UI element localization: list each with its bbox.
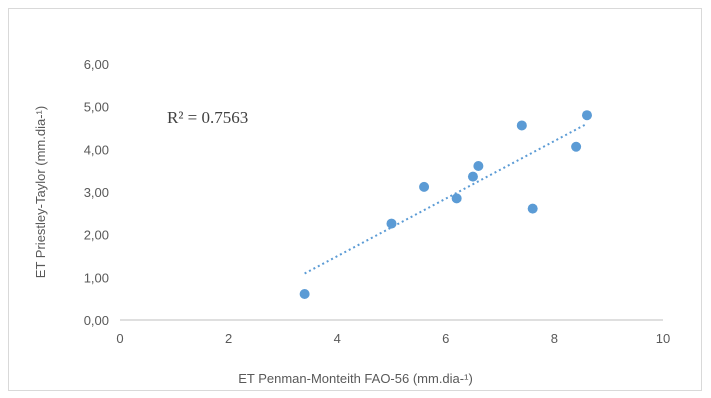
data-point <box>419 181 430 192</box>
x-tick-labels: 0 2 4 6 8 10 <box>116 331 670 346</box>
data-points <box>299 110 592 299</box>
y-tick-label: 1,00 <box>84 270 109 285</box>
y-axis-title: ET Priestley-Taylor (mm.dia-¹) <box>33 106 48 278</box>
data-point <box>571 141 582 152</box>
data-point <box>473 160 484 171</box>
y-tick-label: 6,00 <box>84 57 109 72</box>
y-tick-label: 4,00 <box>84 142 109 157</box>
x-tick-label: 10 <box>656 331 670 346</box>
r-squared-annotation: R² = 0.7563 <box>167 108 248 127</box>
data-point <box>581 110 592 121</box>
chart-frame: 0,00 1,00 2,00 3,00 4,00 5,00 6,00 0 2 4 6 8 10 R² … <box>8 8 702 391</box>
data-point <box>527 203 538 214</box>
x-axis-title: ET Penman-Monteith FAO-56 (mm.dia-¹) <box>238 371 473 386</box>
y-tick-label: 3,00 <box>84 185 109 200</box>
x-tick-label: 2 <box>225 331 232 346</box>
x-tick-label: 6 <box>442 331 449 346</box>
data-point <box>299 288 310 299</box>
x-tick-label: 4 <box>334 331 341 346</box>
y-tick-label: 0,00 <box>84 313 109 328</box>
y-tick-label: 5,00 <box>84 100 109 115</box>
x-tick-label: 0 <box>116 331 123 346</box>
scatter-chart: 0,00 1,00 2,00 3,00 4,00 5,00 6,00 0 2 4 6 8 10 R² … <box>33 57 670 386</box>
y-tick-labels: 0,00 1,00 2,00 3,00 4,00 5,00 6,00 <box>84 57 109 328</box>
y-tick-label: 2,00 <box>84 228 109 243</box>
data-point <box>386 218 397 229</box>
data-point <box>516 120 527 131</box>
data-point <box>467 171 478 182</box>
trendline <box>304 122 588 275</box>
data-point <box>451 193 462 204</box>
x-tick-label: 8 <box>551 331 558 346</box>
